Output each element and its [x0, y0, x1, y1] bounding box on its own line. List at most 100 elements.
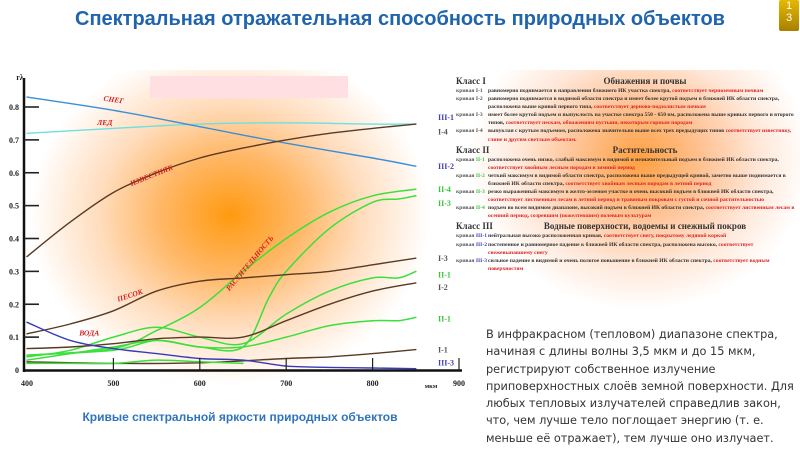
- curve-match: соответствует свежевыпавшему снегу: [488, 241, 754, 256]
- curve-label: кривая II-4: [456, 204, 488, 220]
- legend-row: кривая I-4 выпуклая с крутым подъемом, ра…: [456, 127, 796, 143]
- class-title: Обнажения и почвы: [603, 76, 687, 86]
- legend-row: кривая III-2 постепенное и равномерное па…: [456, 241, 796, 257]
- curve-id: I-4: [475, 128, 483, 135]
- curve-description: выпуклая с крутым подъемом, расположена …: [488, 127, 796, 143]
- class-header: Класс III Водные поверхности, водоемы и с…: [456, 221, 796, 232]
- y-tick-label: 0.5: [9, 202, 19, 211]
- curve-prefix: кривая: [456, 156, 476, 163]
- series-label: III-3: [438, 359, 454, 368]
- class-header: Класс I Обнажения и почвы: [456, 76, 796, 87]
- curve-match: соответствует хвойным лесным породам в з…: [488, 164, 635, 171]
- curve-label: кривая III-1: [456, 232, 488, 240]
- curve-prefix: кривая: [456, 241, 476, 248]
- axes-group: 0 0.1 0.2 0.3 0.4 0.5 0.6 0.7 0.8 400 500 600 700 800…: [9, 73, 465, 390]
- series-line-iii-3: [26, 321, 417, 370]
- curve-label: кривая II-2: [456, 172, 488, 188]
- y-tick-label: 0: [15, 366, 19, 375]
- x-tick-label: 600: [194, 379, 206, 388]
- series-line-i-3: [26, 257, 417, 335]
- curve-text: равномерно поднимается в направлении бли…: [488, 88, 673, 94]
- series-group: [26, 96, 417, 370]
- highlight-box: [150, 76, 348, 98]
- y-tick-label: 0.7: [9, 136, 19, 145]
- curve-id: I-2: [475, 96, 483, 103]
- curve-text: выпуклая с крутым подъемом, расположена …: [488, 128, 726, 135]
- curve-label: кривая II-3: [456, 188, 488, 204]
- legend-row: кривая II-3 резко выраженный максимум в ж…: [456, 188, 796, 204]
- curve-prefix: кривая: [456, 257, 476, 264]
- page-title: Спектральная отражательная способность п…: [75, 8, 725, 30]
- series-label: I-4: [438, 127, 448, 136]
- series-label: III-1: [438, 113, 454, 122]
- x-tick-label: 700: [280, 379, 292, 388]
- curve-label: кривая III-3: [456, 257, 488, 273]
- series-label: II-1: [438, 270, 451, 279]
- note-container: В инфракрасном (тепловом) диапазоне спек…: [486, 326, 800, 450]
- curve-prefix: кривая: [456, 205, 476, 212]
- curve-id: II-1: [475, 156, 485, 163]
- curve-description: равномерно поднимается в направлении бли…: [488, 87, 796, 95]
- y-tick-label: 0.1: [9, 333, 19, 342]
- class-name: Класс II: [456, 144, 490, 155]
- curve-label: кривая I-3: [456, 111, 488, 127]
- curve-label: кривая I-1: [456, 87, 488, 95]
- series-label: I-2: [438, 283, 448, 292]
- legend-row: кривая II-4 подъем во всем видимом диапаз…: [456, 204, 796, 220]
- curve-id: II-2: [475, 172, 485, 179]
- class-name: Класс I: [456, 76, 486, 86]
- curve-text: имеет более крутой подъем и выпуклость н…: [488, 112, 794, 127]
- series-label: I-1: [438, 346, 448, 355]
- series-line-iii-2: [26, 96, 417, 167]
- series-line-ii-1-lower-: [26, 316, 417, 361]
- series-line-i-4: [26, 123, 417, 258]
- labels-group: III-1 III-2 I-4 II-4 II-3 I-3 II-1 I-2 II-1 I-1 II…: [78, 94, 454, 368]
- annotation-label: ИЗВЕСТНЯК: [128, 162, 175, 188]
- curve-id: II-3: [475, 189, 485, 196]
- curve-label: кривая I-2: [456, 95, 488, 111]
- curve-description: нейтральная высоко расположенная кривая,…: [488, 232, 796, 240]
- curve-prefix: кривая: [456, 128, 476, 135]
- curve-text: сильное падение в видимой и очень полого…: [488, 257, 714, 264]
- curve-description: четкий максимум в видимой области спектр…: [488, 172, 796, 188]
- curve-text: равномерно поднимается в видимой области…: [488, 96, 780, 111]
- curve-match: соответствует лиственным лесам в летний …: [488, 197, 765, 204]
- class-title: Водные поверхности, водоемы и снежный по…: [543, 221, 747, 232]
- curve-description: расположена очень низко, слабый максимум…: [488, 156, 796, 172]
- curve-label: кривая I-4: [456, 127, 488, 143]
- series-label: II-3: [438, 199, 451, 208]
- annotation-label: ПЕСОК: [115, 287, 145, 304]
- curve-label: кривая III-2: [456, 241, 488, 257]
- legend-row: кривая I-3 имеет более крутой подъем и вы…: [456, 111, 796, 127]
- curve-id: I-3: [475, 112, 483, 119]
- series-label: II-4: [438, 185, 451, 194]
- table-background: [450, 70, 800, 320]
- curve-text: четкий максимум в видимой области спектр…: [488, 172, 786, 187]
- series-label: II-1: [438, 314, 451, 323]
- y-tick-label: 0.3: [9, 267, 19, 276]
- curve-text: резко выраженный максимум в желто-зелено…: [488, 189, 774, 196]
- curve-match: соответствует снегу, покрытому ледяной к…: [603, 233, 727, 240]
- annotation-label: РАСТИТЕЛЬНОСТЬ: [224, 234, 276, 293]
- series-line-ii-3: [26, 195, 417, 356]
- legend-row: кривая III-3 сильное падение в видимой и …: [456, 257, 796, 273]
- x-tick-label: 400: [21, 379, 33, 388]
- x-tick-label: 500: [107, 379, 119, 388]
- curve-prefix: кривая: [456, 88, 476, 94]
- slide-number-top: 1: [785, 0, 793, 12]
- y-tick-label: 0.4: [9, 235, 19, 244]
- series-line-ii-2: [26, 359, 244, 365]
- curve-label: кривая II-1: [456, 156, 488, 172]
- curve-text: подъем во всем видимом диапазоне, высоки…: [488, 205, 706, 212]
- curve-match: соответствует черноземным почвам: [672, 88, 764, 94]
- curve-description: имеет более крутой подъем и выпуклость н…: [488, 111, 796, 127]
- curve-match: соответствует пескам, обнажениям пустыни…: [505, 120, 693, 127]
- curve-description: резко выраженный максимум в желто-зелено…: [488, 188, 796, 204]
- curve-text: нейтральная высоко расположенная кривая,: [488, 233, 604, 240]
- series-line-iii-1: [26, 122, 417, 134]
- x-axis-label: мкм: [425, 383, 438, 390]
- curve-text: расположена очень низко, слабый максимум…: [488, 156, 779, 163]
- curve-match: соответствует известняку, глине и другим…: [488, 128, 792, 143]
- curve-prefix: кривая: [456, 96, 476, 103]
- spectral-chart: 0 0.1 0.2 0.3 0.4 0.5 0.6 0.7 0.8 400 500 600 700 800…: [9, 73, 465, 390]
